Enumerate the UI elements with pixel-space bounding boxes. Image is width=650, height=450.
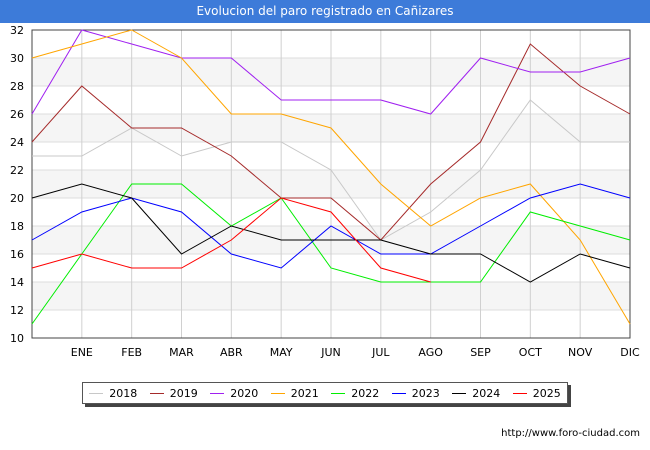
x-tick-label: MAY [270,346,293,359]
y-tick-label: 16 [10,248,24,261]
series-line-2019 [31,43,631,241]
x-tick-label: JUN [320,346,341,359]
series-line-2020 [31,29,631,115]
legend-item-2023: 2023 [391,386,440,400]
legend-label: 2022 [351,386,380,400]
chart-title: Evolucion del paro registrado en Cañizar… [0,0,650,23]
x-tick-label: ENE [71,346,93,359]
y-tick-label: 20 [10,192,24,205]
y-tick-label: 24 [10,136,24,149]
series-line-2024 [31,183,631,283]
chart-legend: 2018 2019 2020 2021 2022 2023 2024 2025 [82,382,568,404]
legend-label: 2024 [472,386,501,400]
legend-label: 2021 [290,386,319,400]
legend-swatch [210,392,225,394]
y-tick-label: 12 [10,304,24,317]
legend-item-2020: 2020 [210,387,258,400]
legend-item-2022: 2022 [331,387,379,400]
x-tick-label: OCT [519,346,542,359]
y-tick-label: 10 [10,332,24,345]
y-tick-label: 18 [10,220,24,233]
x-tick-label: ABR [220,346,243,359]
legend-label: 2025 [532,386,561,400]
source-url[interactable]: http://www.foro-ciudad.com [501,428,640,439]
y-tick-label: 28 [10,80,24,93]
x-tick-label: MAR [169,346,194,359]
y-tick-label: 26 [10,108,24,121]
legend-label: 2023 [411,386,440,400]
legend-swatch [149,392,164,394]
legend-swatch [391,392,406,394]
legend-item-2021: 2021 [270,386,319,400]
y-tick-label: 30 [10,52,24,65]
x-tick-label: FEB [121,346,142,359]
legend-swatch [452,392,467,394]
y-tick-label: 14 [10,276,24,289]
legend-item-2024: 2024 [452,387,500,400]
legend-label: 2019 [169,386,198,400]
x-tick-label: AGO [418,346,443,359]
x-tick-label: DIC [620,346,640,359]
legend-item-2019: 2019 [149,386,198,400]
series-line-2025 [31,197,431,283]
x-tick-label: JUL [371,346,390,359]
legend-label: 2018 [109,386,138,400]
legend-swatch [512,392,527,394]
y-tick-label: 32 [10,24,24,37]
legend-item-2018: 2018 [89,387,137,400]
x-tick-label: NOV [568,346,593,359]
series-line-2021 [31,29,631,325]
legend-swatch [270,392,285,394]
y-tick-label: 22 [10,164,24,177]
legend-item-2025: 2025 [512,386,561,400]
legend-label: 2020 [230,386,259,400]
legend-swatch [331,392,346,394]
series-line-2022 [31,183,631,325]
legend-swatch [89,392,104,394]
plot-border [31,29,631,339]
x-tick-label: SEP [470,346,491,359]
